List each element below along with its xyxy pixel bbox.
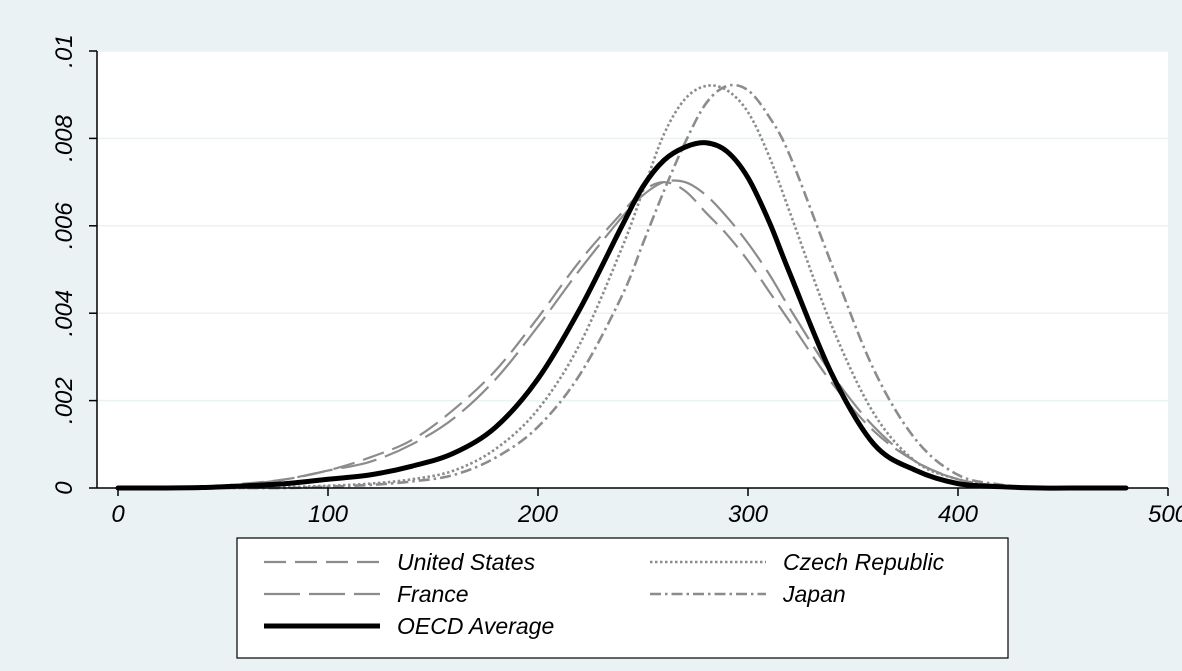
x-tick-label: 500 <box>1148 501 1182 528</box>
series-line-oecd-average <box>115 140 1129 491</box>
gridlines <box>97 50 1168 402</box>
legend-label-oecd-average: OECD Average <box>397 613 554 639</box>
y-tick-label: 0 <box>51 481 78 495</box>
series-line-france <box>117 179 1126 490</box>
legend-label-japan: Japan <box>782 581 846 607</box>
series-line-japan <box>118 83 1126 490</box>
x-tick-label: 400 <box>938 501 979 528</box>
y-tick-label: .008 <box>51 114 78 161</box>
x-tick-label: 300 <box>728 501 769 528</box>
axes <box>96 51 1168 489</box>
tick-marks: 0 100 200 300 400 500 0 .002 .004 .006 .008 .01 <box>51 34 1182 528</box>
legend-label-czech-republic: Czech Republic <box>783 549 945 575</box>
series-lines <box>115 83 1129 491</box>
legend-box <box>236 537 1009 659</box>
y-tick-label: .006 <box>51 202 78 249</box>
x-tick-label: 200 <box>517 501 559 528</box>
series-line-czech-republic <box>118 84 1126 490</box>
y-tick-label: .004 <box>51 290 78 337</box>
x-tick-label: 100 <box>308 501 349 528</box>
y-tick-label: .01 <box>51 34 78 67</box>
legend: United States Czech Republic France Japan OE… <box>236 537 1009 659</box>
legend-label-united-states: United States <box>397 549 536 575</box>
x-tick-label: 0 <box>111 501 125 528</box>
legend-label-france: France <box>397 581 469 607</box>
y-tick-label: .002 <box>51 377 78 424</box>
